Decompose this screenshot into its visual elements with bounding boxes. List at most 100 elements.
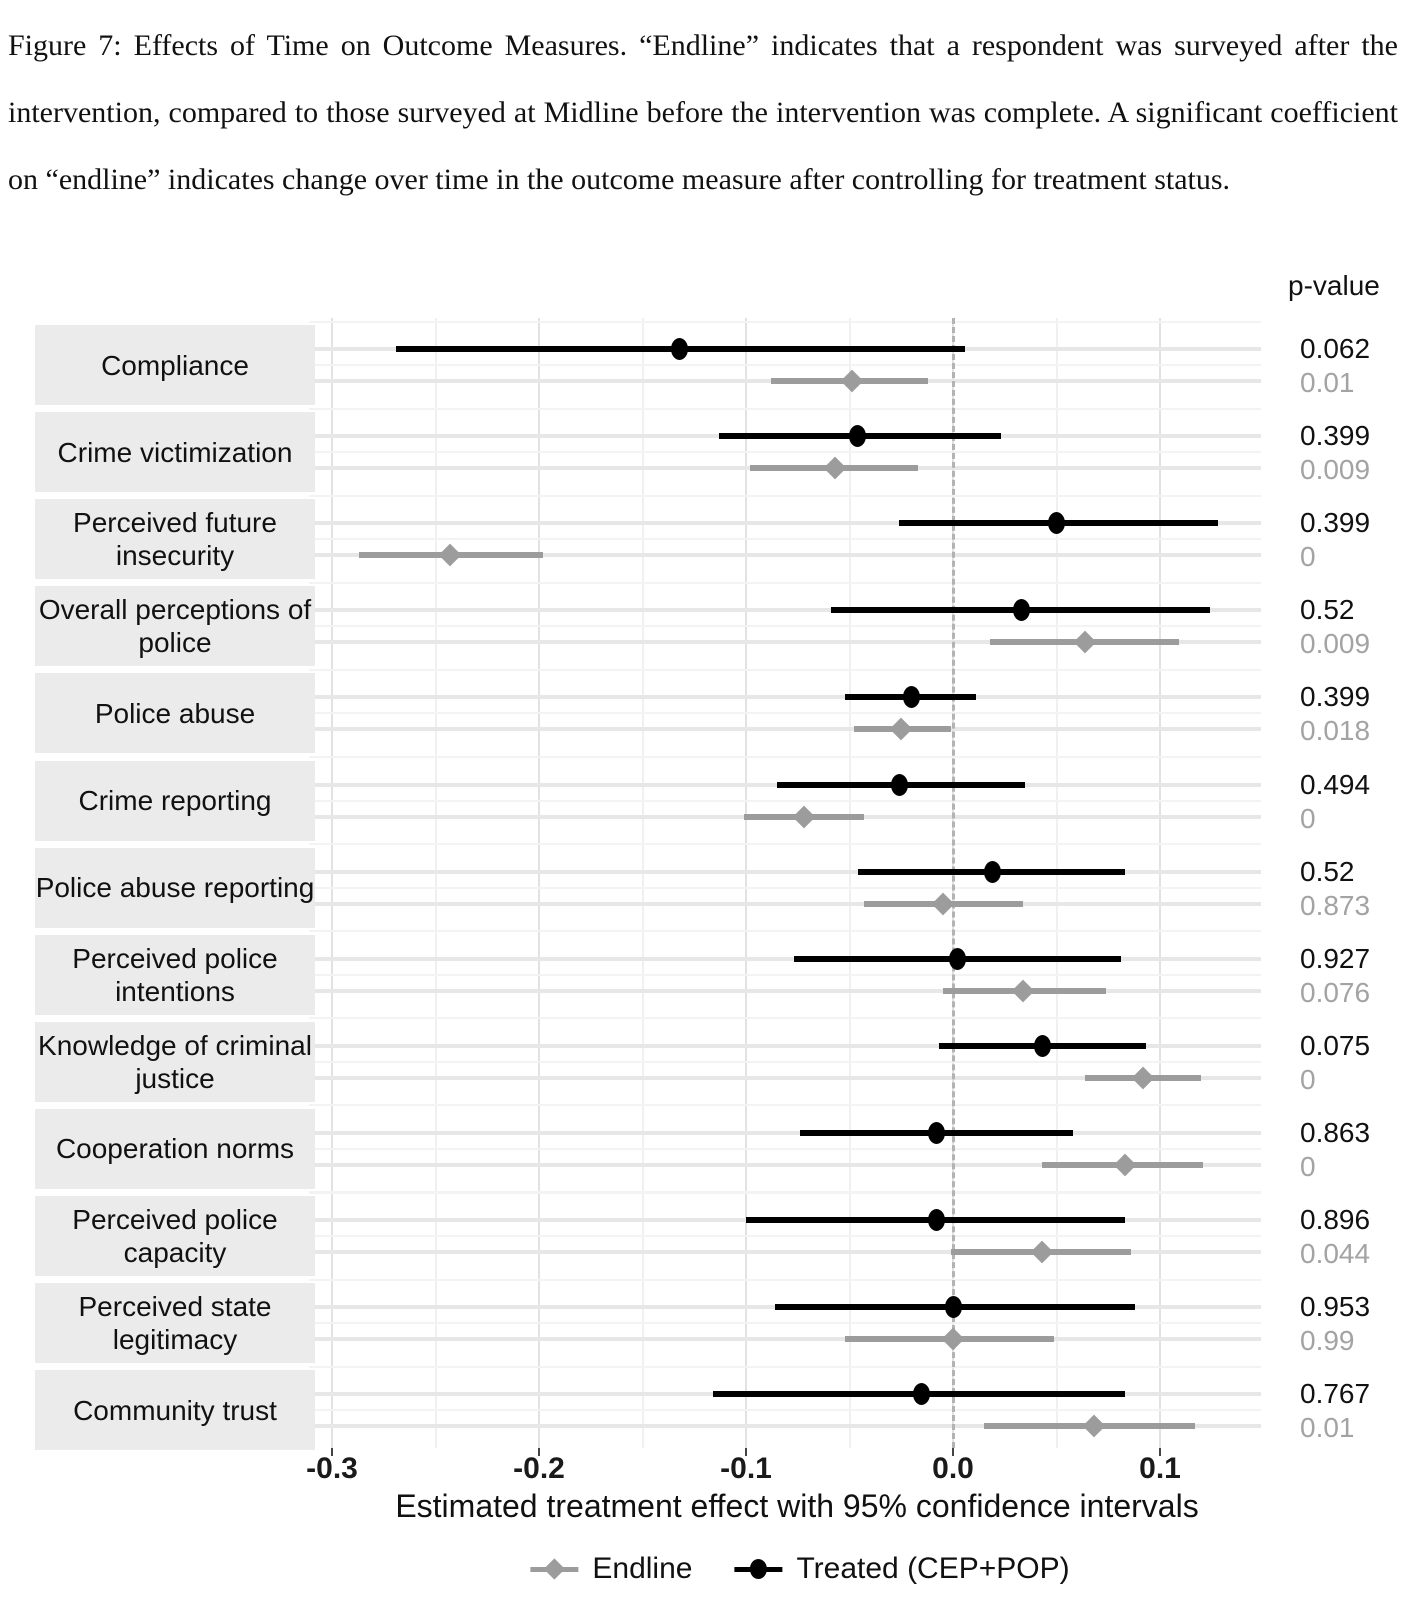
treated-pvalue: 0.52	[1300, 594, 1355, 626]
endline-pvalue: 0.018	[1300, 715, 1371, 747]
treated-point	[890, 773, 908, 796]
outcome-label: Cooperation norms	[55, 1133, 295, 1165]
outcome-label-box: Crime reporting	[35, 760, 315, 841]
treated-point	[983, 860, 1001, 883]
grid-minor-hline	[309, 538, 1261, 541]
endline-pvalue: 0.009	[1300, 454, 1371, 486]
outcome-label: Perceived future	[73, 507, 277, 539]
grid-minor-vline	[1055, 318, 1058, 1448]
grid-minor-hline	[309, 1147, 1261, 1150]
outcome-label: legitimacy	[112, 1324, 238, 1356]
grid-major-hline	[309, 695, 1261, 700]
endline-point	[941, 1327, 965, 1351]
outcome-label: Knowledge of criminal	[38, 1029, 312, 1061]
outcome-label: justice	[135, 1062, 215, 1094]
outcome-label: Compliance	[101, 349, 249, 381]
x-axis-tick-label: 0.0	[932, 1452, 974, 1485]
endline-point	[438, 543, 462, 567]
treated-pvalue: 0.075	[1300, 1029, 1371, 1061]
legend-item-treated: Treated (CEP+POP)	[734, 1552, 1070, 1586]
grid-minor-hline	[309, 364, 1261, 366]
grid-minor-hline	[309, 1104, 1261, 1107]
x-axis-tick-label: 0.1	[1139, 1452, 1181, 1485]
grid-major-hline	[309, 1162, 1261, 1167]
grid-minor-hline	[309, 1235, 1261, 1237]
outcome-label-box: Knowledge of criminal justice	[35, 1021, 315, 1102]
grid-minor-hline	[309, 1017, 1261, 1020]
x-axis-tick-label: -0.3	[306, 1452, 358, 1485]
outcome-label-box: Perceived state legitimacy	[35, 1283, 315, 1364]
treated-point	[903, 686, 921, 709]
outcome-label-box: Perceived future insecurity	[35, 499, 315, 580]
grid-major-hline	[309, 1043, 1261, 1048]
treated-point	[927, 1121, 945, 1144]
endline-point	[1074, 630, 1097, 654]
legend-label-endline: Endline	[592, 1552, 693, 1585]
treated-point	[1033, 1034, 1051, 1057]
outcome-label: intentions	[115, 975, 235, 1007]
grid-minor-hline	[309, 799, 1261, 802]
outcome-label: Crime reporting	[78, 785, 272, 816]
treated-point	[948, 947, 966, 970]
grid-major-hline	[309, 901, 1261, 906]
endline-diamond-icon	[530, 1554, 579, 1584]
endline-point	[823, 456, 847, 480]
endline-pvalue: 0	[1300, 1150, 1316, 1182]
treated-point	[671, 338, 689, 360]
figure-caption: Figure 7: Effects of Time on Outcome Mea…	[8, 29, 1398, 196]
treated-pvalue: 0.399	[1300, 681, 1371, 713]
grid-minor-hline	[309, 1409, 1261, 1412]
endline-pvalue: 0.044	[1300, 1238, 1371, 1269]
endline-point	[1030, 1240, 1054, 1264]
grid-minor-hline	[309, 320, 1261, 323]
x-axis-tick-label: -0.2	[513, 1452, 565, 1485]
outcome-label-box: Police abuse reporting	[35, 847, 315, 928]
legend-item-endline: Endline	[530, 1552, 692, 1586]
outcome-label-box: Police abuse	[35, 673, 315, 754]
grid-minor-hline	[309, 1322, 1261, 1325]
grid-major-hline	[309, 727, 1261, 732]
pvalue-column-header: p-value	[1288, 270, 1380, 301]
outcome-label: capacity	[123, 1237, 227, 1268]
grid-minor-hline	[309, 625, 1261, 628]
treated-point	[1048, 512, 1065, 535]
outcome-label: Crime victimization	[57, 436, 293, 468]
grid-minor-vline	[434, 318, 437, 1448]
legend-label-treated: Treated (CEP+POP)	[796, 1552, 1070, 1585]
grid-major-hline	[309, 1130, 1261, 1135]
grid-minor-hline	[309, 1060, 1261, 1063]
grid-major-hline	[309, 1075, 1261, 1080]
zero-reference-line	[951, 318, 955, 1448]
outcome-label: Perceived police	[72, 1204, 278, 1235]
endline-pvalue: 0.01	[1300, 367, 1355, 398]
legend: Endline Treated (CEP+POP)	[530, 1552, 1070, 1586]
outcome-label-box: Overall perceptions of police	[35, 586, 315, 667]
grid-minor-hline	[309, 581, 1261, 584]
treated-point	[1012, 599, 1030, 622]
treated-pvalue: 0.896	[1300, 1204, 1371, 1235]
endline-point	[840, 369, 863, 393]
x-axis-tick	[538, 1448, 540, 1456]
x-axis-title: Estimated treatment effect with 95% conf…	[395, 1488, 1199, 1524]
grid-major-hline	[309, 1337, 1261, 1342]
grid-minor-hline	[309, 1278, 1261, 1281]
grid-minor-hline	[309, 886, 1261, 889]
x-axis-tick	[745, 1448, 747, 1456]
treated-pvalue: 0.767	[1300, 1378, 1371, 1410]
x-axis-tick	[331, 1448, 333, 1456]
x-axis-tick-label: -0.1	[720, 1452, 772, 1485]
treated-pvalue: 0.953	[1300, 1291, 1371, 1323]
outcome-label: police	[138, 627, 212, 659]
x-axis-tick	[952, 1448, 954, 1456]
grid-minor-vline	[848, 318, 851, 1448]
outcome-label-box: Community trust	[35, 1370, 315, 1451]
grid-minor-hline	[309, 756, 1261, 758]
outcome-label: insecurity	[115, 540, 235, 572]
treated-pvalue: 0.927	[1300, 942, 1371, 974]
grid-major-hline	[309, 1424, 1261, 1429]
grid-minor-hline	[309, 1365, 1261, 1368]
treated-point	[944, 1296, 962, 1319]
grid-minor-hline	[309, 712, 1261, 715]
endline-pvalue: 0.873	[1300, 889, 1371, 921]
